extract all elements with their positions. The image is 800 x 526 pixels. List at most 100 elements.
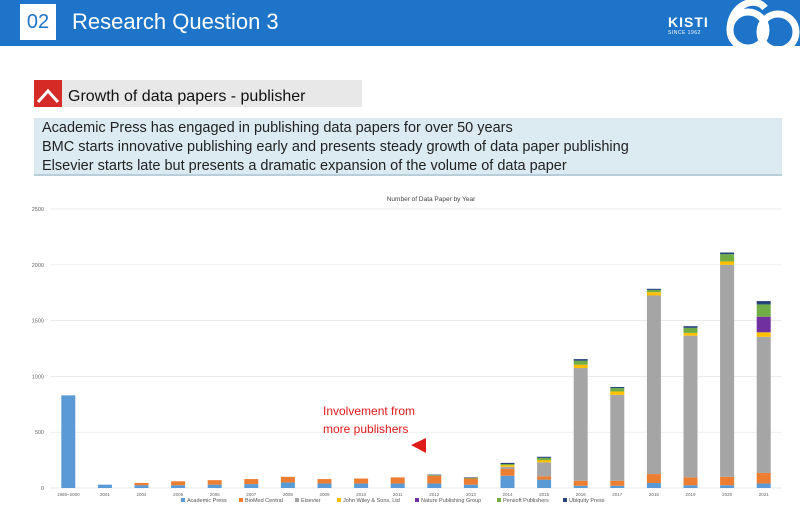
bar-pensoft-publishers-2014 xyxy=(500,464,515,466)
bar-academic-press-2016 xyxy=(573,485,588,488)
bar-academic-press-2007 xyxy=(244,484,259,488)
bar-ubiquity-press-2012 xyxy=(427,474,442,476)
bar-elsevier-2015 xyxy=(537,462,552,477)
bar-john-wiley-sons-ltd-2015 xyxy=(537,460,552,463)
bar-elsevier-2019 xyxy=(683,335,698,478)
note-elsevier: Elsevier starts late but presents a dram… xyxy=(42,158,567,174)
bar-ubiquity-press-2021 xyxy=(756,301,771,305)
x-tick-label: 2019 xyxy=(685,492,696,497)
legend-label: Elsevier xyxy=(301,498,321,504)
bar-elsevier-2016 xyxy=(573,368,588,481)
bar-biomed-central-2011 xyxy=(390,477,405,484)
y-tick-label: 2000 xyxy=(32,263,44,269)
bar-academic-press-2019 xyxy=(683,485,698,488)
legend-label: BioMed Central xyxy=(245,498,283,504)
bar-academic-press-2011 xyxy=(390,483,405,488)
bar-biomed-central-2006 xyxy=(207,480,222,485)
bar-john-wiley-sons-ltd-2018 xyxy=(646,292,661,296)
logo-60-icon xyxy=(726,0,800,54)
x-tick-label: 2010 xyxy=(356,492,367,497)
bar-academic-press-2001 xyxy=(97,484,112,488)
note-academic-press: Academic Press has engaged in publishing… xyxy=(42,120,513,136)
legend-swatch xyxy=(415,498,419,502)
bar-biomed-central-2014 xyxy=(500,469,515,476)
x-tick-label: 2014 xyxy=(502,492,513,497)
legend-label: Ubiquity Press xyxy=(569,498,605,504)
bar-elsevier-2020 xyxy=(720,264,735,477)
bar-john-wiley-sons-ltd-2017 xyxy=(610,391,625,395)
legend-swatch xyxy=(181,498,185,502)
bar-john-wiley-sons-ltd-2021 xyxy=(756,332,771,337)
x-tick-label: 2006 xyxy=(210,492,221,497)
bar-pensoft-publishers-2021 xyxy=(756,304,771,317)
bar-pensoft-publishers-2016 xyxy=(573,360,588,365)
bar-biomed-central-2004 xyxy=(134,482,149,486)
bar-biomed-central-2013 xyxy=(463,478,478,485)
bar-academic-press-2021 xyxy=(756,483,771,488)
bar-pensoft-publishers-2013 xyxy=(463,477,478,479)
bar-nature-publishing-group-2021 xyxy=(756,316,771,333)
chevron-up-icon xyxy=(34,80,62,107)
bar-biomed-central-2010 xyxy=(354,478,369,484)
bar-ubiquity-press-2013 xyxy=(463,477,478,478)
legend-swatch xyxy=(563,498,567,502)
bar-john-wiley-sons-ltd-2019 xyxy=(683,332,698,336)
legend-label: Pensoft Publishers xyxy=(503,498,549,504)
x-tick-label: 1969~2000 xyxy=(57,492,80,497)
note-bmc: BMC starts innovative publishing early a… xyxy=(42,139,629,155)
annotation-line-2: more publishers xyxy=(323,422,409,436)
bar-pensoft-publishers-2017 xyxy=(610,388,625,392)
bar-biomed-central-2018 xyxy=(646,474,661,483)
bar-ubiquity-press-2016 xyxy=(573,359,588,361)
legend-swatch xyxy=(239,498,243,502)
bar-academic-press-2010 xyxy=(354,483,369,488)
x-tick-label: 2013 xyxy=(466,492,477,497)
y-tick-label: 0 xyxy=(41,486,44,492)
bar-john-wiley-sons-ltd-2016 xyxy=(573,364,588,369)
x-tick-label: 2015 xyxy=(539,492,550,497)
bar-elsevier-2014 xyxy=(500,466,515,470)
bar-academic-press-1969-2000 xyxy=(61,395,76,488)
logo-brand: KISTI xyxy=(668,14,709,30)
chart-title: Number of Data Paper by Year xyxy=(387,196,476,203)
legend-label: Academic Press xyxy=(187,498,227,504)
header-bar: 02 Research Question 3 KISTI SINCE 1962 xyxy=(0,0,800,54)
bar-academic-press-2020 xyxy=(720,485,735,488)
annotation-line-1: Involvement from xyxy=(323,404,416,418)
annotation-arrow-icon xyxy=(411,438,426,453)
x-tick-label: 2012 xyxy=(429,492,440,497)
bar-academic-press-2017 xyxy=(610,485,625,488)
bar-academic-press-2005 xyxy=(171,485,186,488)
bar-elsevier-2021 xyxy=(756,336,771,473)
x-tick-label: 2005 xyxy=(173,492,184,497)
bar-academic-press-2012 xyxy=(427,483,442,488)
bar-biomed-central-2017 xyxy=(610,480,625,486)
bar-biomed-central-2015 xyxy=(537,476,552,480)
subheading-box: Growth of data papers - publisher xyxy=(34,80,362,107)
bar-biomed-central-2007 xyxy=(244,479,259,485)
legend-label: John Wiley & Sons, Ltd xyxy=(343,498,400,504)
y-tick-label: 2500 xyxy=(32,207,44,213)
x-tick-label: 2016 xyxy=(576,492,587,497)
slide-title: Research Question 3 xyxy=(72,9,279,34)
legend-swatch xyxy=(295,498,299,502)
bar-biomed-central-2016 xyxy=(573,480,588,486)
bar-john-wiley-sons-ltd-2014 xyxy=(500,465,515,467)
bar-academic-press-2008 xyxy=(280,482,295,488)
bar-ubiquity-press-2020 xyxy=(720,252,735,255)
bar-john-wiley-sons-ltd-2020 xyxy=(720,261,735,265)
bar-ubiquity-press-2019 xyxy=(683,326,698,328)
bar-elsevier-2018 xyxy=(646,295,661,475)
bar-ubiquity-press-2015 xyxy=(537,456,552,458)
subheading-text: Growth of data papers - publisher xyxy=(68,88,306,105)
bar-elsevier-2017 xyxy=(610,394,625,481)
bar-biomed-central-2009 xyxy=(317,479,332,484)
bar-biomed-central-2005 xyxy=(171,481,186,486)
legend-swatch xyxy=(337,498,341,502)
bar-academic-press-2014 xyxy=(500,475,515,488)
bar-academic-press-2015 xyxy=(537,479,552,488)
logo-since: SINCE 1962 xyxy=(668,30,701,36)
bar-pensoft-publishers-2015 xyxy=(537,457,552,461)
y-tick-label: 1000 xyxy=(32,374,44,380)
notes-box: Academic Press has engaged in publishing… xyxy=(34,118,782,176)
